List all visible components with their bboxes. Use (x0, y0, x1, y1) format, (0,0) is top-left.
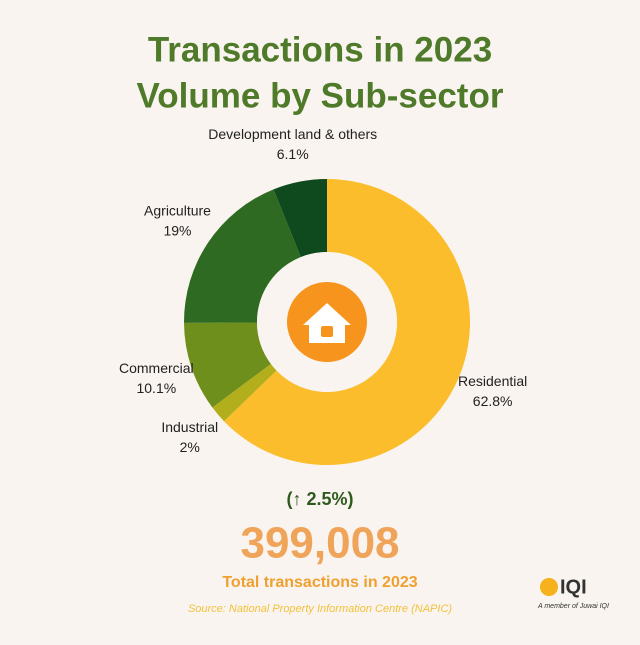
logo-tagline: A member of Juwai IQI (537, 603, 609, 610)
slice-value-label: 10.1% (136, 380, 176, 396)
slice-label: Agriculture (144, 202, 211, 218)
slice-value-label: 6.1% (277, 146, 309, 162)
donut-slice (223, 179, 470, 466)
slice-value-label: 2% (180, 439, 200, 455)
change-label: (↑ 2.5%) (286, 489, 353, 509)
house-icon (303, 303, 351, 343)
source: Source: National Property Information Ce… (188, 603, 452, 615)
house-door (321, 326, 333, 337)
logo: IQI (560, 576, 587, 598)
slice-value-label: 19% (163, 222, 191, 238)
donut-slice (184, 322, 271, 408)
chart-title: Transactions in 2023 (148, 30, 492, 69)
logo-mark (540, 578, 558, 596)
donut-slice (273, 179, 327, 258)
slice-label: Commercial (119, 360, 194, 376)
slice-label: Residential (458, 373, 527, 389)
total-label: Total transactions in 2023 (222, 574, 417, 591)
slice-value-label: 62.8% (473, 393, 513, 409)
donut-slice (184, 189, 301, 323)
slice-label: Industrial (161, 419, 218, 435)
donut-slice (212, 363, 277, 422)
slice-label: Development land & others (208, 126, 377, 142)
chart-subtitle: Volume by Sub-sector (137, 76, 504, 115)
total-value: 399,008 (240, 519, 399, 568)
